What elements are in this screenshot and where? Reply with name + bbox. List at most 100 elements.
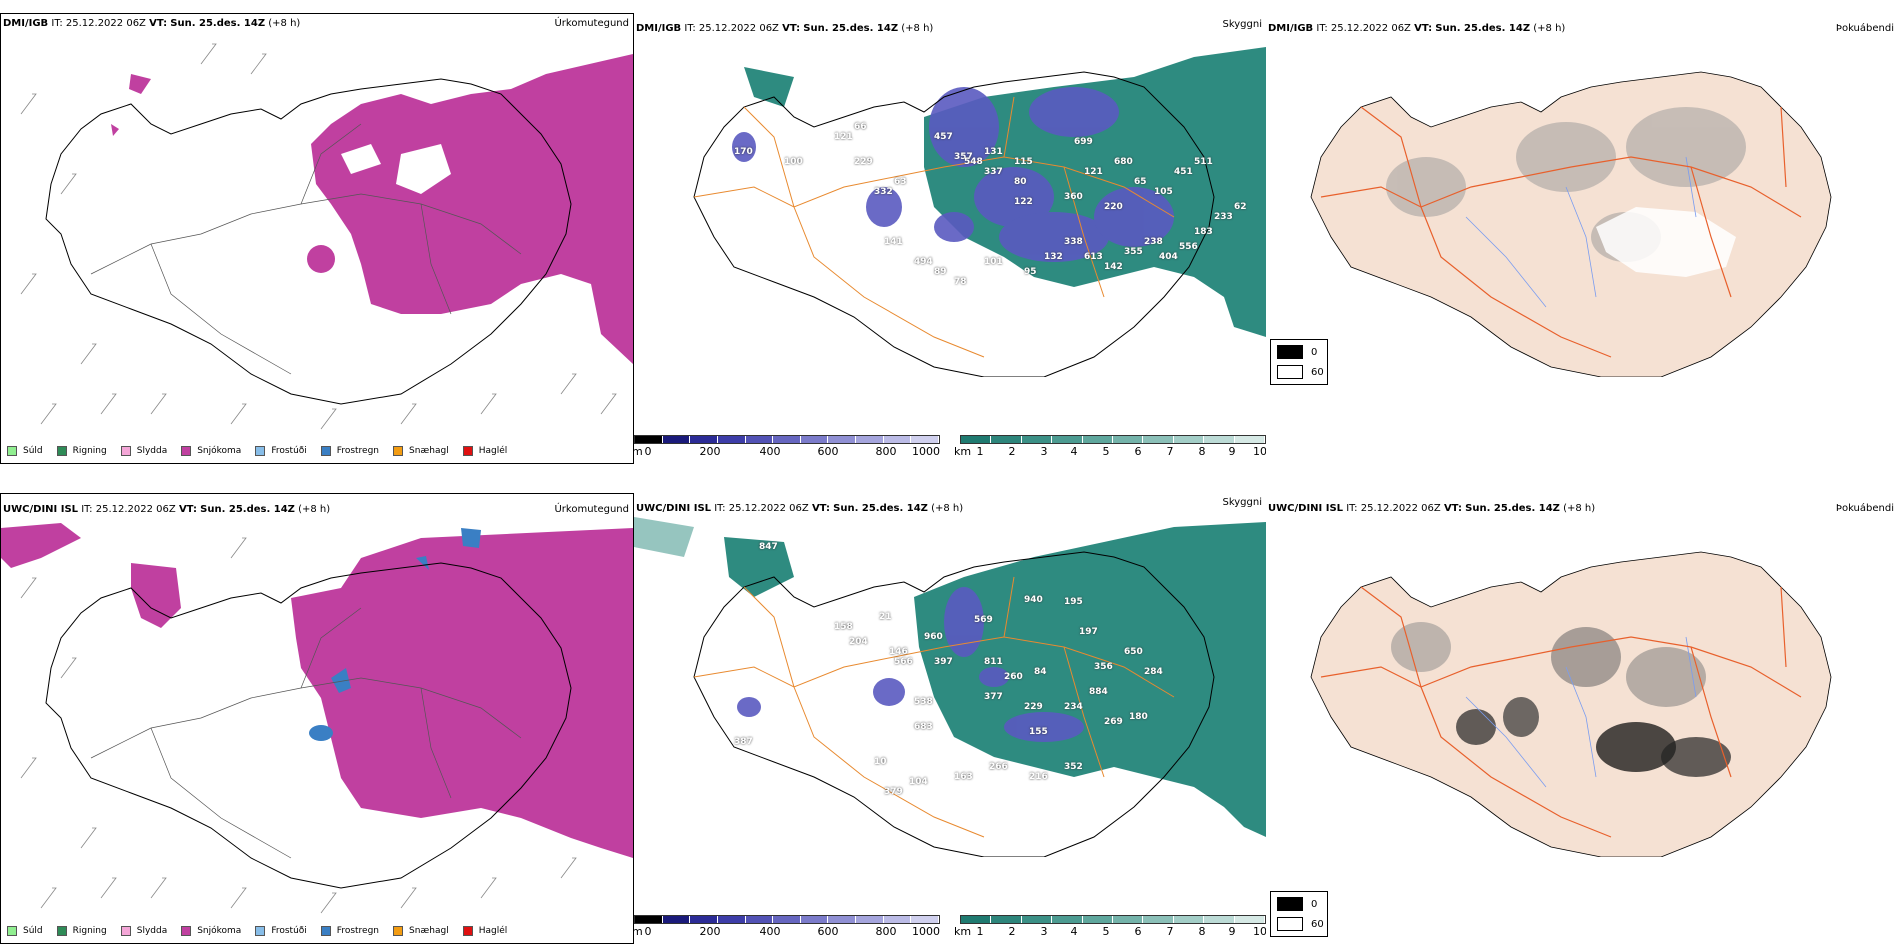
low-cloud-area <box>737 587 1084 742</box>
cloud-height-label: 220 <box>1104 202 1123 212</box>
panel-header: UWC/DINI ISL IT: 25.12.2022 06Z VT: Sun.… <box>636 503 963 514</box>
roads <box>693 576 1175 838</box>
cloud-height-label: 680 <box>1114 157 1133 167</box>
cloud-height-label: 566 <box>894 657 913 667</box>
coastline <box>693 71 1215 377</box>
panel-title: Úrkomutegund <box>554 504 629 515</box>
roads <box>693 96 1175 358</box>
cloud-height-label: 204 <box>849 637 868 647</box>
it-value: 25.12.2022 06Z <box>698 23 779 34</box>
vt-label: VT: <box>1414 23 1433 34</box>
vis-bar-ticks: 1 2 3 4 5 6 7 8 9 10 <box>976 925 1268 938</box>
precip-panel-top: DMI/IGB IT: 25.12.2022 06Z VT: Sun. 25.d… <box>0 13 634 464</box>
cloud-height-label: 569 <box>974 615 993 625</box>
vt-value: Sun. 25.des. 14Z <box>200 504 295 515</box>
model-name: DMI/IGB <box>3 18 49 29</box>
cloud-height-label: 132 <box>1044 252 1063 262</box>
cloud-height-label: 121 <box>834 132 853 142</box>
fog-clear-area <box>1596 207 1736 277</box>
cloud-height-label: 197 <box>1079 627 1098 637</box>
model-name: UWC/DINI ISL <box>3 504 79 515</box>
cloud-height-label: 233 <box>1214 212 1233 222</box>
wind-barbs <box>20 43 617 430</box>
cloud-height-label: 548 <box>964 157 983 167</box>
cloud-height-label: 62 <box>1234 202 1247 212</box>
legend-item: Haglél <box>462 926 507 936</box>
cloud-height-label: 229 <box>1024 702 1043 712</box>
legend-item: Haglél <box>462 446 507 456</box>
vt-label: VT: <box>1443 503 1462 514</box>
vt-value: Sun. 25.des. 14Z <box>1465 503 1560 514</box>
land <box>1310 71 1832 377</box>
cloud-labels: 170 100 121 66 229 457 357 63 548 337 80 131 115 699 1… <box>634 37 1266 377</box>
cloud-height-label: 65 <box>1134 177 1147 187</box>
snow-gaps <box>341 144 451 194</box>
cloud-height-label: 357 <box>954 152 973 162</box>
cloud-height-label: 332 <box>874 187 893 197</box>
vt-value: Sun. 25.des. 14Z <box>1435 23 1531 34</box>
cloud-height-label: 269 <box>1104 717 1123 727</box>
cloud-height-label: 379 <box>884 787 903 797</box>
cloud-height-label: 195 <box>1064 597 1083 607</box>
panel-title: Þokuábendi <box>1835 503 1894 514</box>
cloud-bar-ticks: 0 200 400 600 800 1000 <box>644 925 941 938</box>
it-value: 25.12.2022 06Z <box>1360 503 1441 514</box>
vt-label: VT: <box>149 18 168 29</box>
vt-value: Sun. 25.des. 14Z <box>170 18 266 29</box>
cloud-height-label: 80 <box>1014 177 1027 187</box>
visibility-teal-area-nw <box>744 67 794 107</box>
vis-bar-ticks: 1 2 3 4 5 6 7 8 9 10 <box>976 445 1268 458</box>
lead-time: (+8 h) <box>268 18 301 29</box>
legend-item: Frostúði <box>255 926 307 936</box>
cloud-height-label: 95 <box>1024 267 1037 277</box>
fog-panel-top: DMI/IGB IT: 25.12.2022 06Z VT: Sun. 25.d… <box>1266 13 1900 464</box>
model-name: DMI/IGB <box>1268 23 1314 34</box>
model-name: DMI/IGB <box>636 23 682 34</box>
panel-title: Þokuábendi <box>1835 23 1894 34</box>
roads <box>1320 106 1802 358</box>
panel-header: DMI/IGB IT: 25.12.2022 06Z VT: Sun. 25.d… <box>1268 23 1565 34</box>
cloud-height-label: 84 <box>1034 667 1047 677</box>
cloud-height-label: 960 <box>924 632 943 642</box>
cloud-height-label: 940 <box>1024 595 1043 605</box>
cloud-height-label: 104 <box>909 777 928 787</box>
cloud-height-label: 115 <box>1014 157 1033 167</box>
cloud-bar-unit: m <box>632 445 643 458</box>
cloud-height-label: 146 <box>889 647 908 657</box>
visibility-colorbar: km 1 2 3 4 5 6 7 8 9 10 <box>954 915 1268 938</box>
cloud-height-label: 404 <box>1159 252 1178 262</box>
cloud-height-label: 155 <box>1029 727 1048 737</box>
panel-header: UWC/DINI ISL IT: 25.12.2022 06Z VT: Sun.… <box>1268 503 1595 514</box>
cloud-height-label: 180 <box>1129 712 1148 722</box>
cloud-height-label: 158 <box>834 622 853 632</box>
fog-key: 0 60 <box>1270 891 1328 937</box>
visibility-teal-area-nw <box>724 537 794 597</box>
fog-panel-bottom: UWC/DINI ISL IT: 25.12.2022 06Z VT: Sun.… <box>1266 493 1900 944</box>
legend-item: Súld <box>7 446 43 456</box>
cloud-height-label: 511 <box>1194 157 1213 167</box>
snow-area <box>1 523 633 858</box>
cloud-panel-top: DMI/IGB IT: 25.12.2022 06Z VT: Sun. 25.d… <box>632 13 1268 464</box>
cloud-height-label: 650 <box>1124 647 1143 657</box>
vis-bar-unit: km <box>954 925 972 938</box>
lead-time: (+8 h) <box>1563 503 1596 514</box>
coastline <box>693 551 1215 857</box>
cloud-height-label: 21 <box>879 612 892 622</box>
cloud-height-label: 284 <box>1144 667 1163 677</box>
cloud-height-label: 352 <box>1064 762 1083 772</box>
lead-time: (+8 h) <box>298 504 331 515</box>
land <box>1310 551 1832 857</box>
lead-time: (+8 h) <box>901 23 934 34</box>
cloud-base-colorbar: m 0 200 400 600 800 1000 <box>632 435 940 458</box>
panel-title: Skyggni <box>1222 497 1262 508</box>
coastline <box>45 78 572 405</box>
it-label: IT: <box>684 23 696 34</box>
cloud-height-label: 847 <box>759 542 778 552</box>
vt-value: Sun. 25.des. 14Z <box>803 23 899 34</box>
cloud-height-label: 89 <box>934 267 947 277</box>
cloud-height-label: 377 <box>984 692 1003 702</box>
cloud-height-label: 451 <box>1174 167 1193 177</box>
cloud-height-label: 10 <box>874 757 887 767</box>
fog-key-max: 60 <box>1311 366 1324 378</box>
cloud-height-label: 163 <box>954 772 973 782</box>
